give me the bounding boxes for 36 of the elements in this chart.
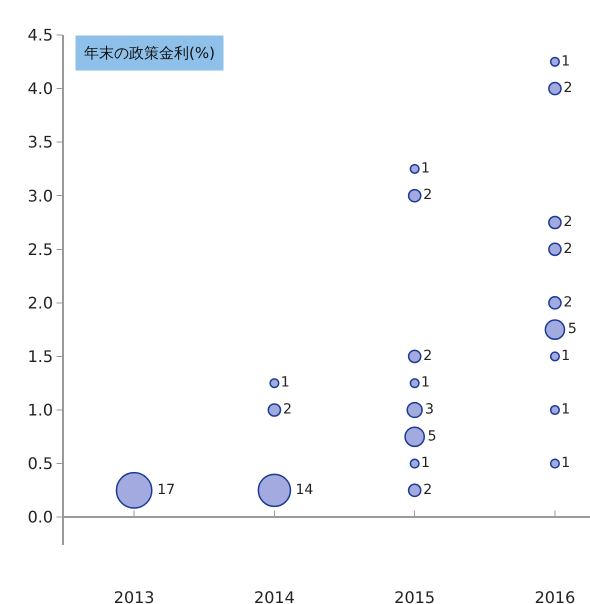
y-tick-label: 1.0 [28,400,54,420]
y-tick-label: 4.5 [28,26,54,45]
data-label: 1 [561,455,570,472]
data-label: 14 [295,482,314,498]
data-label: 2 [564,294,572,310]
x-tick-label: 2016 [534,588,576,604]
data-label: 2 [423,482,432,498]
data-label: 1 [421,455,430,472]
data-label: 1 [421,374,430,391]
data-label: 1 [561,53,570,70]
data-label: 2 [423,348,432,364]
data-label: 1 [280,374,290,391]
y-tick-label: 2.5 [28,240,54,259]
data-label: 1 [561,348,570,364]
data-label: 17 [157,482,176,498]
x-tick-label: 2013 [114,588,154,604]
y-tick-label: 2.0 [28,293,54,312]
data-label: 2 [564,80,572,96]
x-tick-label: 2014 [254,588,295,604]
data-label: 2 [564,240,572,257]
text: 年末の政策金利(%) [84,44,215,62]
y-tick-label: 3.0 [28,186,54,206]
data-label: 1 [561,402,570,418]
data-label: 1 [421,160,430,176]
data-label: 2 [282,402,292,418]
data-label: 5 [428,428,437,444]
y-tick-label: 4.0 [28,79,54,98]
y-tick-label: 0.0 [28,508,54,527]
data-label: 2 [423,187,432,204]
data-label: 3 [424,402,434,418]
y-tick-label: 0.5 [28,454,54,474]
y-tick-label: 1.5 [28,347,54,366]
data-label: 5 [568,321,577,338]
data-label: 2 [564,214,572,230]
y-tick-label: 3.5 [28,132,54,152]
x-tick-label: 2015 [394,588,436,604]
